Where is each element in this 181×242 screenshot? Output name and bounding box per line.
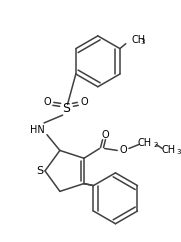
Text: CH: CH (138, 138, 152, 148)
Text: HN: HN (30, 125, 45, 135)
Text: 3: 3 (141, 39, 145, 45)
Text: 3: 3 (177, 149, 181, 155)
Text: O: O (102, 130, 109, 140)
Text: 2: 2 (153, 142, 158, 148)
Text: S: S (37, 166, 44, 176)
Text: CH: CH (161, 145, 175, 155)
Text: O: O (43, 98, 51, 107)
Text: O: O (119, 145, 127, 155)
Text: CH: CH (132, 35, 146, 45)
Text: S: S (63, 102, 71, 115)
Text: O: O (80, 98, 88, 107)
